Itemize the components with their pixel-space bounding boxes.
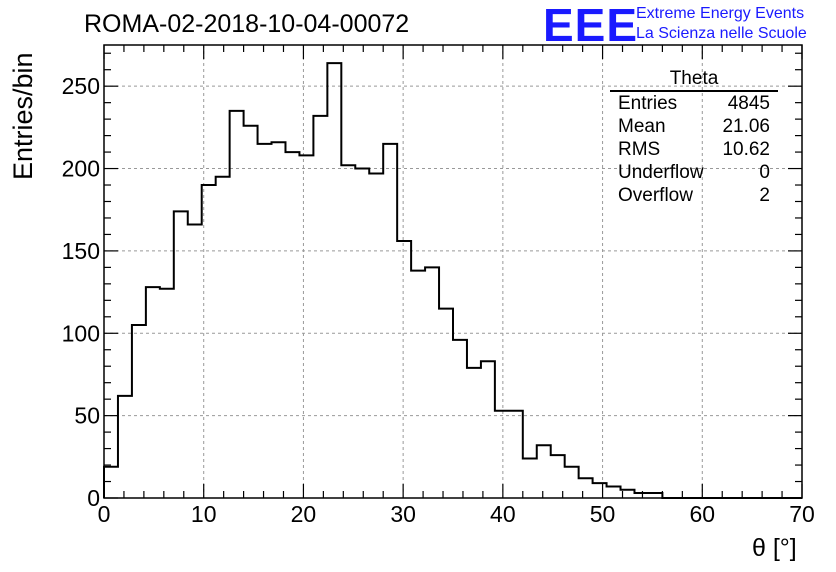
histogram-bin [313,116,327,498]
histogram-bin [188,225,202,498]
x-tick-label: 70 [789,501,815,527]
stats-value: 10.62 [722,139,770,160]
stats-value: 0 [759,162,770,183]
x-tick-label: 20 [291,501,317,527]
histogram-bin [174,211,188,498]
histogram-bin [160,289,174,498]
histogram-bin [341,165,355,498]
stats-row-underflow: Underflow 0 [610,161,778,184]
y-tick-label: 0 [87,485,100,511]
y-axis-label: Entries/bin [8,52,38,180]
histogram-bin [118,396,132,498]
y-tick-label: 200 [62,156,100,182]
histogram-bin [411,271,425,498]
histogram-bin [104,467,118,498]
x-tick-label: 0 [98,501,111,527]
histogram-bin [369,173,383,498]
y-tick-label: 50 [74,403,100,429]
x-tick-label: 30 [390,501,416,527]
axes [103,44,803,499]
stats-value: 21.06 [722,116,770,137]
histogram-bin [425,267,439,498]
histogram-bin [272,142,286,498]
y-axis-label-wrapper: Entries/bin [8,52,48,200]
stats-row-overflow: Overflow 2 [610,184,778,207]
stats-label: Underflow [618,162,704,183]
histogram-bin [132,325,146,498]
stats-row-rms: RMS 10.62 [610,138,778,161]
plot-frame [103,44,803,499]
histogram-bars [103,62,802,499]
tick-marks [103,45,803,499]
stats-label: Overflow [618,185,693,206]
stats-value: 2 [759,185,770,206]
histogram-bin [509,411,523,498]
x-tick-label: 40 [490,501,516,527]
histogram-bin [607,486,621,498]
histogram-bin [383,144,397,498]
x-tick-label: 10 [191,501,217,527]
org-name-line1: Extreme Energy Events [636,5,805,22]
stats-label: RMS [618,139,661,160]
stats-value: 4845 [727,93,770,114]
x-tick-label: 50 [590,501,616,527]
stats-label: Entries [618,93,678,114]
histogram-bin [439,309,453,498]
x-tick-label: 60 [689,501,715,527]
stats-box: Theta Entries 4845 Mean 21.06 RMS 10.62 … [610,68,778,207]
histogram-bin [285,152,299,498]
chart-title: ROMA-02-2018-10-04-00072 [84,10,410,38]
y-tick-label: 150 [62,238,100,264]
stats-label: Mean [618,116,666,137]
stats-title: Theta [610,68,778,92]
histogram-bin [216,177,230,498]
histogram-bin [495,411,509,498]
y-tick-label: 100 [62,320,100,346]
histogram-bin [453,340,467,498]
histogram-bin [397,241,411,498]
stats-row-entries: Entries 4845 [610,92,778,115]
histogram-bin [593,483,607,498]
histogram-bin [523,458,537,498]
stats-row-mean: Mean 21.06 [610,115,778,138]
histogram-bin [579,478,593,498]
histogram-bin [299,155,313,498]
org-name-line2: La Scienza nelle Scuole [636,25,807,42]
y-tick-label: 250 [62,73,100,99]
histogram-bin [565,467,579,498]
histogram-bin [258,144,272,498]
histogram-bin [481,361,495,498]
histogram-bin [244,126,258,498]
histogram-bin [467,368,481,498]
x-axis-label: θ [°] [752,534,797,562]
histogram-outline [103,62,802,499]
histogram-bin [146,287,160,498]
eee-logo: EEE [543,0,639,51]
histogram-bin [537,445,551,498]
histogram-bin [327,63,341,498]
